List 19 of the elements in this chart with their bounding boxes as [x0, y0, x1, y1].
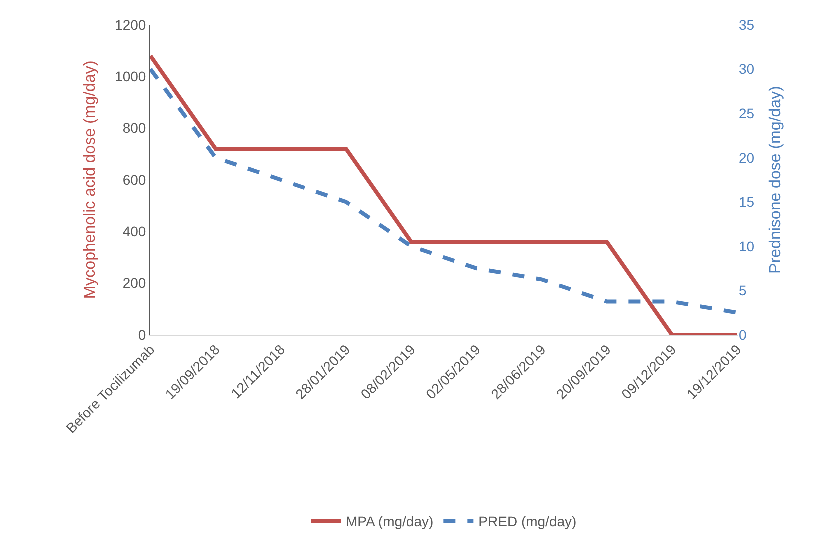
y2-tick-label: 35	[739, 16, 755, 33]
y-tick-label: 0	[138, 326, 146, 343]
y2-tick-label: 5	[739, 282, 747, 299]
y-tick-label: 1200	[115, 16, 146, 33]
y2-tick-label: 10	[739, 238, 755, 254]
y2-tick-label: 20	[739, 150, 755, 166]
y-axis-title: Mycophenolic acid dose (mg/day)	[82, 60, 99, 300]
y-tick-label: 600	[122, 172, 146, 188]
y-tick-label: 800	[122, 120, 146, 136]
y2-tick-label: 30	[739, 61, 755, 78]
y-tick-label: 1000	[115, 68, 146, 85]
legend-label: MPA (mg/day)	[346, 514, 434, 530]
legend-label: PRED (mg/day)	[478, 514, 577, 530]
y-tick-label: 200	[122, 275, 146, 292]
y2-tick-label: 25	[739, 105, 755, 122]
y-tick-label: 400	[122, 224, 146, 240]
y2-axis-title: Prednisone dose (mg/day)	[767, 86, 784, 274]
y2-tick-label: 0	[739, 326, 747, 343]
y2-tick-label: 15	[739, 194, 755, 210]
